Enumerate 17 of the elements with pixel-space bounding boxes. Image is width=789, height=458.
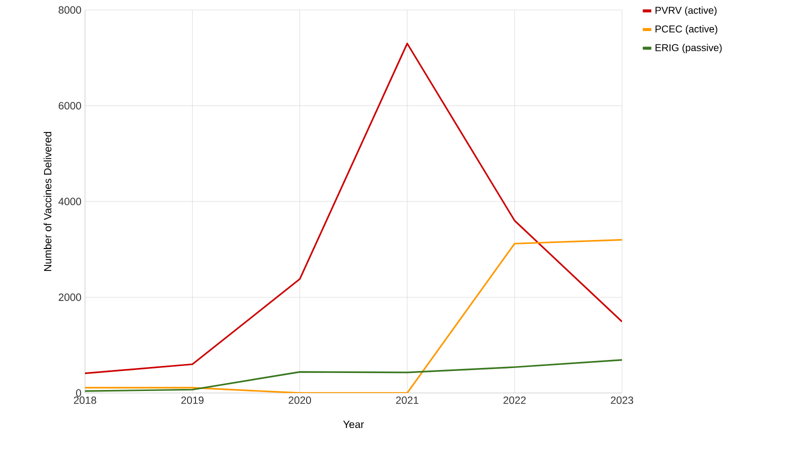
x-axis-title: Year <box>343 420 364 428</box>
legend-label: PCEC (active) <box>656 25 718 34</box>
y-tick-label: 6000 <box>58 102 82 110</box>
x-tick-label: 2019 <box>181 396 204 404</box>
legend-label: PVRV (active) <box>656 6 717 16</box>
legend-label: ERIG (passive) <box>656 44 722 54</box>
x-tick-label: 2021 <box>396 396 418 404</box>
line-series <box>85 42 622 374</box>
x-tick-label: 2020 <box>288 396 312 404</box>
y-tick-label: 2000 <box>58 294 82 301</box>
x-tick-label: 2023 <box>610 396 634 404</box>
y-tick-label: 8000 <box>58 6 82 14</box>
x-tick-label: 2018 <box>74 396 96 404</box>
y-axis-title: Number of Vaccines Delivered <box>44 132 52 271</box>
x-tick-label: 2022 <box>504 396 526 404</box>
y-tick-label: 4000 <box>58 198 82 206</box>
y-tick-label: 0 <box>76 389 82 397</box>
